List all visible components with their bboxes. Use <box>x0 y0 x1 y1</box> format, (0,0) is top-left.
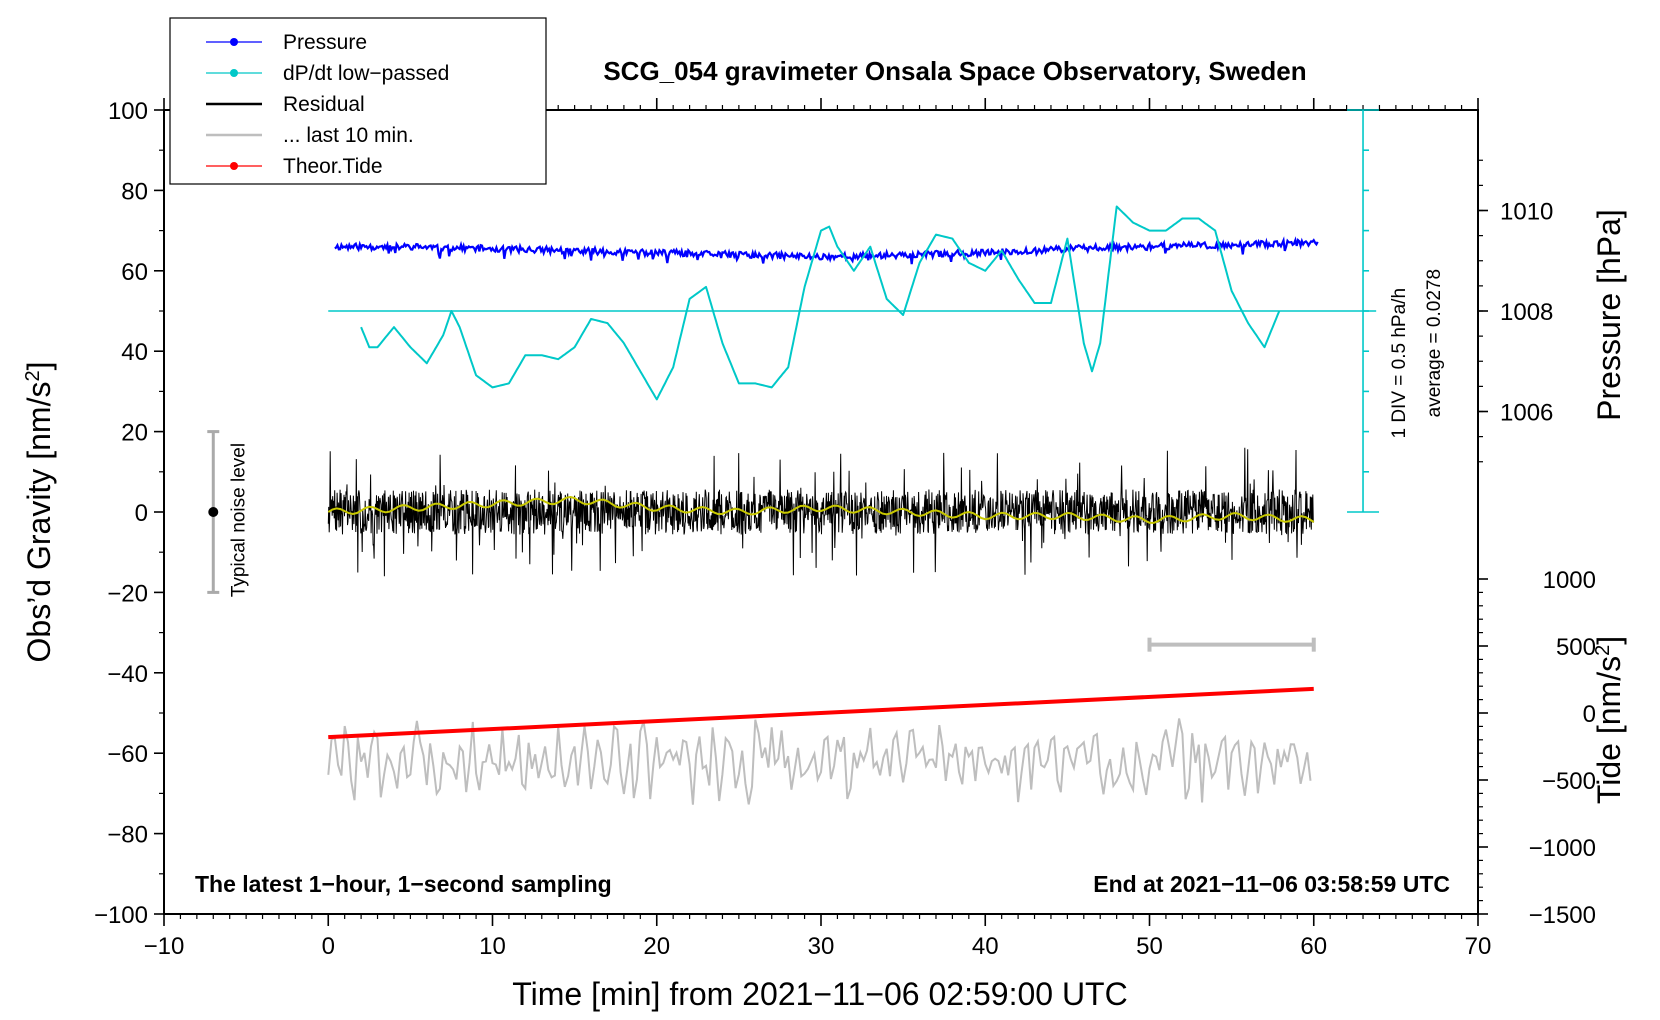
dpdt-scale-label: 1 DIV = 0.5 hPa/h <box>1389 288 1410 439</box>
y-tick-label: 60 <box>121 259 148 286</box>
pressure-tick-label: 1010 <box>1500 199 1553 226</box>
y-tick-label: −20 <box>107 580 148 607</box>
y-tick-label: 100 <box>108 98 148 125</box>
dpdt-line <box>360 205 1281 401</box>
x-tick-label: −10 <box>144 933 185 960</box>
tide-axis-title-end: ] <box>1591 636 1627 645</box>
chart-title: SCG_054 gravimeter Onsala Space Observat… <box>603 56 1306 86</box>
x-tick-label: 70 <box>1465 933 1492 960</box>
tide-axis-title: Tide [nm/s2] <box>1591 636 1627 804</box>
last-10-min-line <box>327 718 1312 805</box>
legend-swatch-marker <box>230 38 238 46</box>
x-tick-label: 40 <box>972 933 999 960</box>
noise-bar-label: Typical noise level <box>228 443 249 597</box>
tide-tick-label: −500 <box>1542 768 1596 795</box>
dpdt-average-label: average = 0.0278 <box>1424 269 1445 417</box>
y-axis-title: Obs’d Gravity [nm/s2] <box>21 362 57 663</box>
pressure-line <box>334 236 1319 265</box>
legend-label: dP/dt low−passed <box>283 62 449 85</box>
y-tick-label: −100 <box>94 902 148 929</box>
pressure-tick-label: 1006 <box>1500 400 1553 427</box>
noise-bar-center-dot <box>208 507 219 517</box>
tide-tick-label: 0 <box>1583 701 1596 728</box>
tide-tick-label: −1500 <box>1529 902 1596 929</box>
axis-ticks: −10 0 10 20 30 40 50 60 70−100−80−60−40−20020406… <box>94 98 1596 960</box>
y-tick-label: 40 <box>121 339 148 366</box>
tide-tick-label: 500 <box>1556 634 1596 661</box>
tide-axis-title-sup: 2 <box>1592 645 1614 656</box>
footnote-left: The latest 1−hour, 1−second sampling <box>195 871 612 897</box>
residual-line <box>327 447 1314 577</box>
theor-tide-line <box>328 686 1314 740</box>
tide-tick-label: 1000 <box>1543 567 1596 594</box>
tide-tick-label: −1000 <box>1529 835 1596 862</box>
y-tick-label: −60 <box>107 741 148 768</box>
pressure-tick-label: 1008 <box>1500 299 1553 326</box>
tide-axis-title-main: Tide [nm/s <box>1591 656 1627 804</box>
y-tick-label: 20 <box>121 420 148 447</box>
x-tick-label: 0 <box>322 933 335 960</box>
series-layer <box>327 205 1377 805</box>
legend-label: Pressure <box>283 31 367 54</box>
legend-label: ... last 10 min. <box>283 124 414 147</box>
x-tick-label: 60 <box>1300 933 1327 960</box>
x-tick-label: 10 <box>479 933 506 960</box>
footnote-right: End at 2021−11−06 03:58:59 UTC <box>1093 871 1450 897</box>
y-axis-title-end: ] <box>21 362 57 371</box>
annotation-layer: 1 DIV = 0.5 hPa/h average = 0.0278 Typical… <box>207 109 1445 652</box>
x-axis-title: Time [min] from 2021−11−06 02:59:00 UTC <box>512 976 1127 1012</box>
legend-label: Theor.Tide <box>283 155 383 178</box>
y-axis-title-sup: 2 <box>22 370 44 381</box>
y-axis-title-main: Obs’d Gravity [nm/s <box>21 382 57 663</box>
residual-smoothed-line <box>327 495 1315 524</box>
y-tick-label: −40 <box>107 661 148 688</box>
x-tick-label: 20 <box>643 933 670 960</box>
x-tick-label: 30 <box>808 933 835 960</box>
legend: Pressure dP/dt low−passed Residual ... last… <box>169 17 547 185</box>
legend-label: Residual <box>283 93 365 116</box>
legend-swatch-marker <box>230 162 238 170</box>
y-tick-label: 0 <box>135 500 148 527</box>
x-tick-label: 50 <box>1136 933 1163 960</box>
legend-items: Pressure dP/dt low−passed Residual ... last… <box>206 31 449 178</box>
y-tick-label: 80 <box>121 178 148 205</box>
legend-swatch-marker <box>230 69 238 77</box>
y-tick-label: −80 <box>107 822 148 849</box>
pressure-axis-title: Pressure [hPa] <box>1591 209 1627 421</box>
